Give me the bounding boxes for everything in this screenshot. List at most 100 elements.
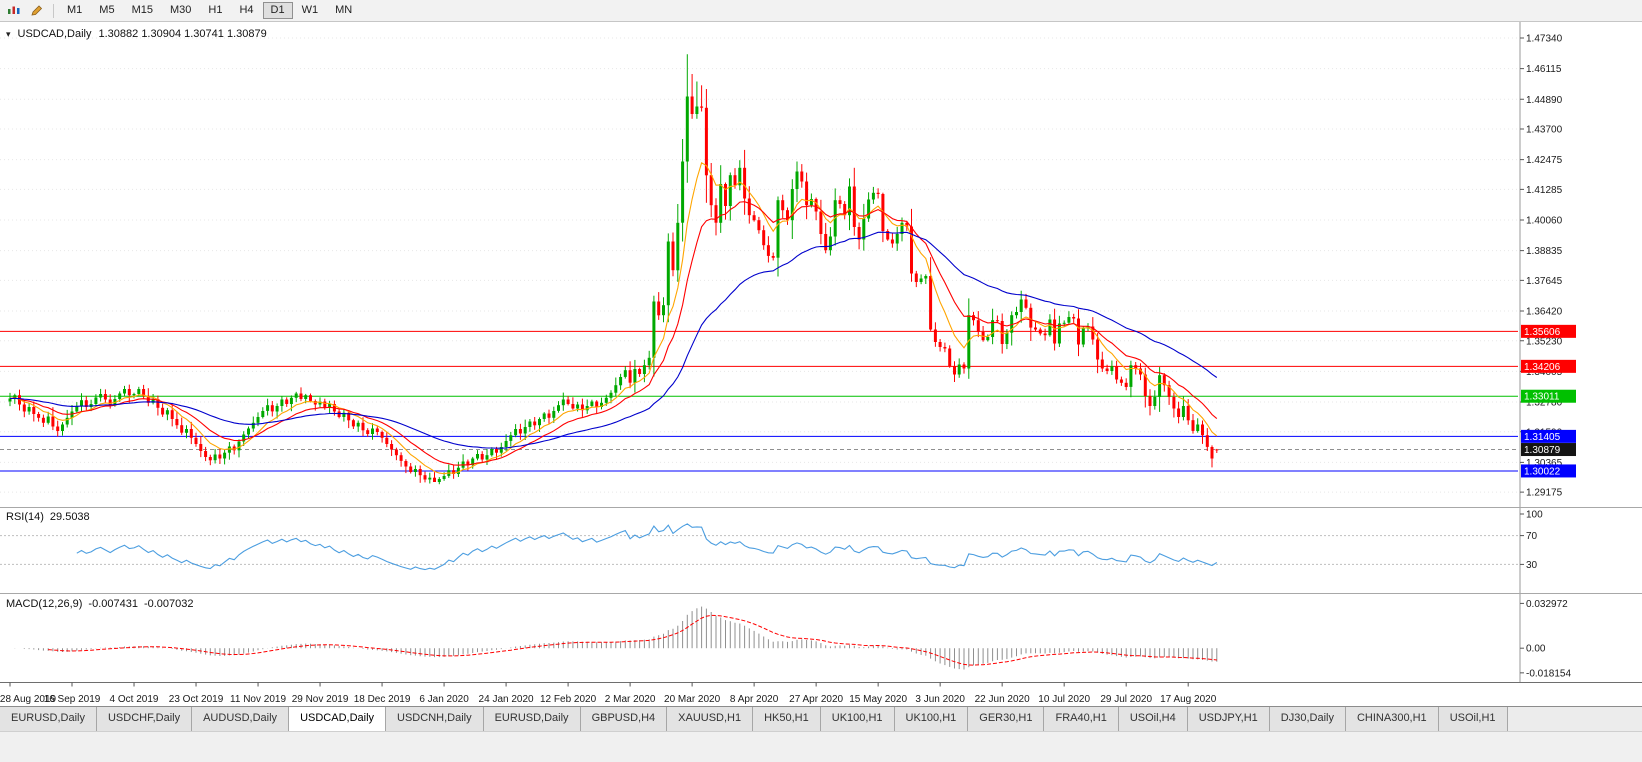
svg-text:1.30022: 1.30022 bbox=[1524, 466, 1561, 477]
macd-axis-label: 0.032972 bbox=[1526, 599, 1568, 610]
price-tick-label: 1.30365 bbox=[1526, 458, 1563, 469]
chart-ohlc-values: 1.30882 1.30904 1.30741 1.30879 bbox=[98, 28, 267, 40]
ma-fast-line bbox=[9, 161, 1218, 475]
level-price-label[interactable]: 1.34206 bbox=[1521, 359, 1576, 373]
symbol-tab-usdjpy-h1[interactable]: USDJPY,H1 bbox=[1187, 707, 1270, 731]
timeframe-m15-button[interactable]: M15 bbox=[124, 2, 161, 19]
rsi-indicator-label: RSI(14) 29.5038 bbox=[6, 511, 90, 523]
symbol-tab-gbpusd-h4[interactable]: GBPUSD,H4 bbox=[580, 707, 668, 731]
svg-text:1.34206: 1.34206 bbox=[1524, 362, 1561, 373]
date-label: 18 Dec 2019 bbox=[354, 694, 411, 705]
ma-mid-line bbox=[9, 201, 1218, 466]
chart-menu-icon[interactable]: ▾ bbox=[6, 28, 11, 39]
price-tick-label: 1.42475 bbox=[1526, 155, 1563, 166]
svg-text:1.31405: 1.31405 bbox=[1524, 432, 1561, 443]
symbol-tab-ger30-h1[interactable]: GER30,H1 bbox=[968, 707, 1045, 731]
timeframe-h1-button[interactable]: H1 bbox=[200, 2, 230, 19]
macd-signal-value: -0.007032 bbox=[143, 598, 194, 610]
price-tick-label: 1.37645 bbox=[1526, 276, 1563, 287]
level-price-label[interactable]: 1.33011 bbox=[1521, 389, 1576, 403]
symbol-tab-china300-h1[interactable]: CHINA300,H1 bbox=[1345, 707, 1439, 731]
timeframe-d1-button[interactable]: D1 bbox=[262, 2, 293, 19]
symbol-tab-audusd-daily[interactable]: AUDUSD,Daily bbox=[192, 707, 290, 731]
date-label: 28 Aug 2019 bbox=[0, 694, 57, 705]
macd-axis-label: -0.018154 bbox=[1526, 668, 1571, 679]
timeframe-mn-button[interactable]: MN bbox=[327, 2, 360, 19]
macd-signal-line bbox=[48, 614, 1217, 666]
candles bbox=[8, 54, 1219, 485]
price-axis-labels: 1.47340 1.46115 1.44890 1.43700 1.42475 1.412… bbox=[1520, 34, 1563, 499]
ma-slow-line bbox=[9, 231, 1218, 449]
date-label: 12 Feb 2020 bbox=[540, 694, 597, 705]
pencil-icon-glyph bbox=[30, 5, 42, 16]
rsi-line bbox=[76, 523, 1218, 571]
timeframe-m1-button[interactable]: M1 bbox=[59, 2, 90, 19]
chart-area: 1.47340 1.46115 1.44890 1.43700 1.42475 1.412… bbox=[0, 22, 1642, 706]
price-tick-label: 1.38835 bbox=[1526, 246, 1563, 257]
timeframe-h4-button[interactable]: H4 bbox=[231, 2, 261, 19]
macd-indicator-label: MACD(12,26,9) -0.007431 -0.007032 bbox=[6, 598, 194, 610]
status-bar bbox=[0, 731, 1642, 762]
date-label: 4 Oct 2019 bbox=[110, 694, 159, 705]
date-label: 8 Apr 2020 bbox=[730, 694, 779, 705]
price-tick-label: 1.47340 bbox=[1526, 34, 1563, 45]
price-tick-label: 1.46115 bbox=[1526, 64, 1562, 75]
date-label: 6 Jan 2020 bbox=[419, 694, 469, 705]
svg-text:1.33011: 1.33011 bbox=[1524, 392, 1560, 403]
date-label: 17 Aug 2020 bbox=[1160, 694, 1217, 705]
symbol-tab-hk50-h1[interactable]: HK50,H1 bbox=[753, 707, 821, 731]
svg-text:1.35606: 1.35606 bbox=[1524, 327, 1561, 338]
rsi-name: RSI(14) bbox=[6, 511, 44, 523]
macd-axis-label: 0.00 bbox=[1526, 644, 1546, 655]
date-label: 22 Jun 2020 bbox=[975, 694, 1030, 705]
date-label: 3 Jun 2020 bbox=[915, 694, 965, 705]
symbol-tab-usoil-h4[interactable]: USOil,H4 bbox=[1118, 707, 1188, 731]
symbol-tab-dj30-daily[interactable]: DJ30,Daily bbox=[1269, 707, 1346, 731]
draw-tools-icon[interactable] bbox=[26, 1, 48, 21]
price-tick-label: 1.43700 bbox=[1526, 125, 1563, 136]
level-price-label[interactable]: 1.35606 bbox=[1521, 324, 1576, 338]
level-price-label[interactable]: 1.31405 bbox=[1521, 429, 1576, 443]
macd-name: MACD(12,26,9) bbox=[6, 598, 83, 610]
main-chart[interactable]: 1.47340 1.46115 1.44890 1.43700 1.42475 1.412… bbox=[0, 22, 1642, 706]
price-tick-label: 1.44890 bbox=[1526, 95, 1563, 106]
date-label: 27 Apr 2020 bbox=[789, 694, 843, 705]
rsi-axis-label: 70 bbox=[1526, 531, 1538, 542]
symbol-tab-fra40-h1[interactable]: FRA40,H1 bbox=[1044, 707, 1119, 731]
macd-main-value: -0.007431 bbox=[88, 598, 138, 610]
level-price-label[interactable]: 1.30022 bbox=[1521, 464, 1576, 478]
date-label: 15 May 2020 bbox=[849, 694, 907, 705]
symbol-tab-eurusd-daily[interactable]: EURUSD,Daily bbox=[483, 707, 581, 731]
grid bbox=[0, 37, 1518, 493]
symbol-tab-usdcad-daily[interactable]: USDCAD,Daily bbox=[289, 707, 387, 731]
symbol-tab-eurusd-daily[interactable]: EURUSD,Daily bbox=[0, 707, 97, 731]
symbol-tab-usdcnh-daily[interactable]: USDCNH,Daily bbox=[386, 707, 484, 731]
chart-title: ▾ USDCAD,Daily 1.30882 1.30904 1.30741 1… bbox=[6, 28, 267, 40]
timeframe-w1-button[interactable]: W1 bbox=[294, 2, 327, 19]
symbol-tab-xauusd-h1[interactable]: XAUUSD,H1 bbox=[667, 707, 754, 731]
rsi-value: 29.5038 bbox=[49, 511, 90, 523]
macd-histogram bbox=[14, 606, 1218, 670]
date-label: 29 Jul 2020 bbox=[1100, 694, 1152, 705]
price-tick-label: 1.35230 bbox=[1526, 336, 1563, 347]
date-label: 24 Jan 2020 bbox=[479, 694, 534, 705]
date-label: 29 Nov 2019 bbox=[292, 694, 349, 705]
symbol-tab-usoil-h1[interactable]: USOil,H1 bbox=[1438, 707, 1508, 731]
timeframe-m30-button[interactable]: M30 bbox=[162, 2, 199, 19]
symbol-tab-usdchf-daily[interactable]: USDCHF,Daily bbox=[96, 707, 193, 731]
price-tick-label: 1.40060 bbox=[1526, 216, 1563, 227]
date-label: 16 Sep 2019 bbox=[44, 694, 101, 705]
chart-symbol-label: USDCAD,Daily bbox=[17, 28, 92, 40]
chart-icon[interactable] bbox=[3, 1, 25, 21]
current-price-label: 1.30879 bbox=[1521, 443, 1576, 457]
price-tick-label: 1.36420 bbox=[1526, 307, 1563, 318]
price-tick-label: 1.41285 bbox=[1526, 185, 1563, 196]
timeframe-m5-button[interactable]: M5 bbox=[91, 2, 122, 19]
symbol-tab-uk100-h1[interactable]: UK100,H1 bbox=[894, 707, 969, 731]
date-label: 10 Jul 2020 bbox=[1038, 694, 1090, 705]
symbol-tab-uk100-h1[interactable]: UK100,H1 bbox=[820, 707, 895, 731]
price-tick-label: 1.29175 bbox=[1526, 488, 1563, 499]
rsi-axis-label: 100 bbox=[1526, 510, 1543, 521]
